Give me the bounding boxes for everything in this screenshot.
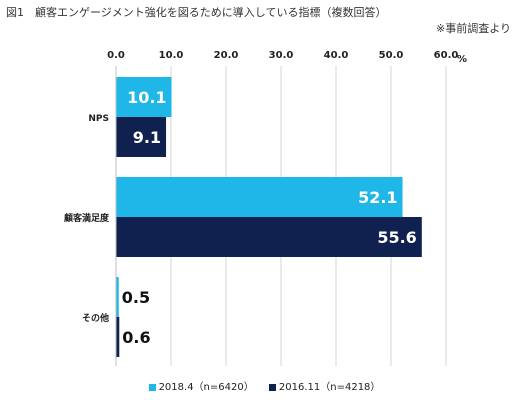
legend-swatch-2018 [148, 383, 156, 391]
legend-label-2016: 2016.11（n=4218） [278, 382, 381, 393]
x-tick-label: 0.0 [107, 50, 125, 61]
category-label: 顧客満足度 [64, 212, 110, 224]
category-label: NPS [88, 114, 109, 124]
x-tick-label: 10.0 [159, 50, 184, 61]
bar [116, 217, 422, 257]
bar [116, 117, 167, 157]
data-label: 10.1 [127, 88, 166, 107]
legend: 2018.4（n=6420） 2016.11（n=4218） [0, 378, 529, 393]
x-tick-label: 20.0 [214, 50, 239, 61]
legend-label-2018: 2018.4（n=6420） [158, 382, 254, 393]
bar [116, 317, 120, 357]
legend-swatch-2016 [268, 383, 276, 391]
x-tick-label: 60.0 [434, 50, 459, 61]
data-label: 0.6 [122, 328, 150, 347]
chart-title: 図1 顧客エンゲージメント強化を図るために導入している指標（複数回答） [6, 6, 387, 19]
legend-item-2016: 2016.11（n=4218） [268, 378, 381, 393]
legend-item-2018: 2018.4（n=6420） [148, 378, 254, 393]
category-label: その他 [82, 312, 109, 324]
unit-label: % [457, 54, 467, 65]
bar [116, 177, 403, 217]
x-tick-label: 50.0 [379, 50, 404, 61]
x-tick-label: 30.0 [269, 50, 294, 61]
x-tick-label: 40.0 [324, 50, 349, 61]
bar [116, 77, 172, 117]
data-label: 55.6 [377, 228, 416, 247]
data-label: 0.5 [122, 288, 150, 307]
data-label: 9.1 [133, 128, 161, 147]
source-note: ※事前調査より [436, 22, 511, 35]
bar [116, 277, 119, 317]
data-label: 52.1 [358, 188, 397, 207]
